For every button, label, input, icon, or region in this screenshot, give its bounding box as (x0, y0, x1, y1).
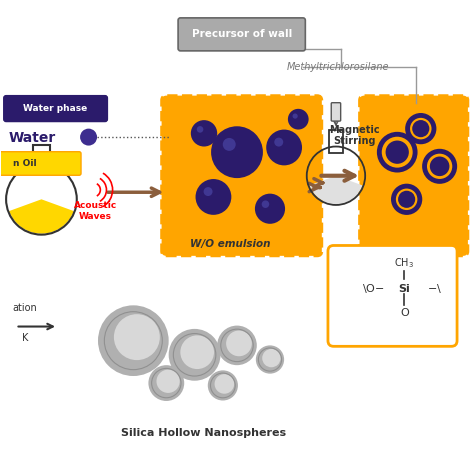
Circle shape (379, 134, 415, 170)
Circle shape (114, 314, 160, 360)
Circle shape (169, 329, 220, 381)
Circle shape (385, 140, 409, 164)
Text: Silica Hollow Nanospheres: Silica Hollow Nanospheres (121, 428, 287, 438)
Circle shape (292, 113, 298, 118)
Text: ation: ation (13, 303, 37, 313)
Circle shape (412, 120, 429, 137)
Text: CH$_3$: CH$_3$ (394, 256, 414, 270)
Text: Methyltrichlorosilane: Methyltrichlorosilane (286, 63, 389, 73)
FancyBboxPatch shape (328, 246, 457, 346)
FancyBboxPatch shape (359, 96, 468, 256)
Text: Si: Si (399, 284, 410, 294)
FancyBboxPatch shape (0, 152, 81, 175)
Text: n Oil: n Oil (13, 159, 37, 168)
Text: W/O emulsion: W/O emulsion (190, 239, 270, 249)
Text: Magnetic
Stirring: Magnetic Stirring (329, 125, 380, 146)
Text: Water: Water (9, 131, 55, 145)
Circle shape (262, 201, 269, 208)
Circle shape (217, 326, 257, 365)
Circle shape (223, 138, 236, 151)
FancyBboxPatch shape (162, 96, 322, 256)
Wedge shape (310, 176, 363, 204)
Circle shape (226, 330, 252, 356)
Circle shape (197, 126, 203, 133)
FancyBboxPatch shape (4, 96, 108, 121)
Circle shape (80, 128, 97, 146)
Circle shape (148, 365, 184, 401)
Text: K: K (22, 333, 28, 343)
Text: $-\backslash$: $-\backslash$ (428, 283, 442, 295)
Circle shape (266, 129, 302, 165)
Circle shape (408, 116, 434, 142)
Circle shape (180, 336, 214, 369)
Circle shape (430, 156, 449, 176)
Circle shape (274, 137, 283, 146)
Circle shape (398, 191, 415, 208)
Circle shape (196, 179, 231, 215)
Circle shape (211, 126, 263, 178)
Text: Precursor of wall: Precursor of wall (191, 29, 292, 39)
Text: O: O (400, 309, 409, 319)
Circle shape (256, 346, 284, 374)
Circle shape (288, 109, 309, 129)
Circle shape (262, 349, 281, 367)
Text: $\backslash$O$-$: $\backslash$O$-$ (362, 283, 385, 295)
Circle shape (191, 120, 217, 146)
Circle shape (208, 370, 238, 401)
Circle shape (425, 151, 455, 182)
Text: Acoustic
Waves: Acoustic Waves (74, 201, 117, 221)
Circle shape (215, 374, 234, 394)
Wedge shape (9, 199, 74, 234)
Circle shape (204, 187, 212, 196)
Circle shape (393, 186, 420, 212)
Circle shape (255, 194, 285, 224)
FancyBboxPatch shape (331, 103, 341, 121)
Text: Water phase: Water phase (23, 104, 88, 113)
Circle shape (156, 370, 180, 393)
FancyArrowPatch shape (334, 120, 338, 125)
FancyBboxPatch shape (178, 18, 305, 51)
Circle shape (98, 305, 169, 376)
